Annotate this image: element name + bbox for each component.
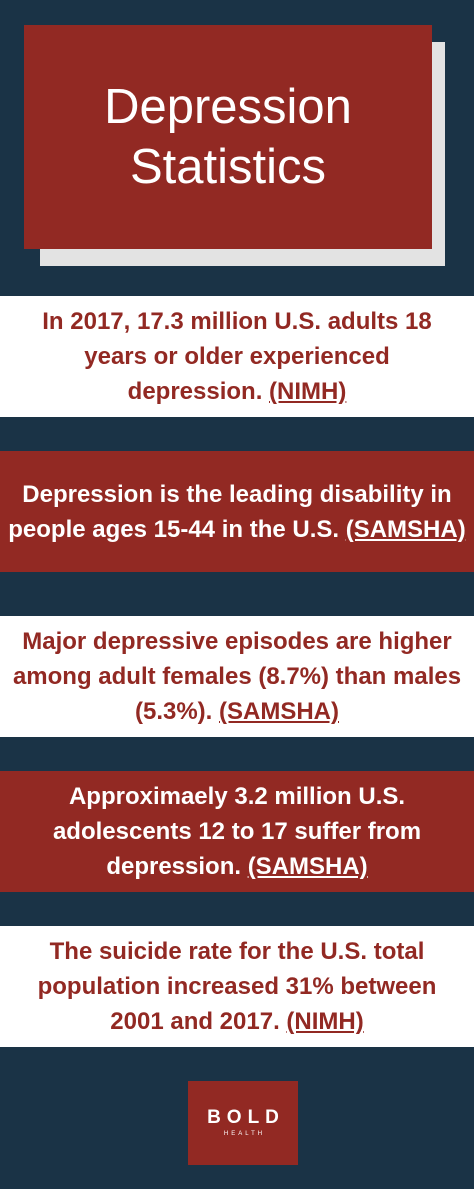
fact-statement-4: Approximaely 3.2 million U.S. adolescent… <box>52 783 422 880</box>
fact-text-5: The suicide rate for the U.S. total popu… <box>8 934 466 1039</box>
fact-text-2: Depression is the leading disability in … <box>8 477 466 547</box>
page-title-line-1: Depression <box>104 80 352 134</box>
source-link-samsha-2[interactable]: (SAMSHA) <box>345 515 466 543</box>
title-card: Depression Statistics <box>24 25 432 249</box>
fact-statement-3: Major depressive episodes are higher amo… <box>12 628 462 725</box>
source-link-nimh-5[interactable]: (NIMH) <box>286 1008 364 1035</box>
fact-band-2: Depression is the leading disability in … <box>0 451 474 572</box>
fact-statement-1: In 2017, 17.3 million U.S. adults 18 yea… <box>42 308 432 405</box>
logo-wordmark: BOLD <box>207 1107 285 1128</box>
logo-subtitle: HEALTH <box>223 1131 266 1137</box>
source-link-samsha-4[interactable]: (SAMSHA) <box>247 853 368 880</box>
fact-band-5: The suicide rate for the U.S. total popu… <box>0 926 474 1047</box>
fact-statement-5: The suicide rate for the U.S. total popu… <box>37 938 437 1035</box>
fact-text-3: Major depressive episodes are higher amo… <box>8 624 466 729</box>
fact-band-4: Approximaely 3.2 million U.S. adolescent… <box>0 771 474 892</box>
source-link-nimh-1[interactable]: (NIMH) <box>269 378 347 405</box>
fact-text-4: Approximaely 3.2 million U.S. adolescent… <box>8 779 466 884</box>
bold-health-logo: BOLD HEALTH <box>188 1081 298 1165</box>
fact-statement-2: Depression is the leading disability in … <box>8 480 452 543</box>
fact-band-1: In 2017, 17.3 million U.S. adults 18 yea… <box>0 296 474 417</box>
source-link-samsha-3[interactable]: (SAMSHA) <box>219 698 340 725</box>
page-title-line-2: Statistics <box>129 140 327 194</box>
fact-text-1: In 2017, 17.3 million U.S. adults 18 yea… <box>17 304 457 409</box>
fact-band-3: Major depressive episodes are higher amo… <box>0 616 474 737</box>
